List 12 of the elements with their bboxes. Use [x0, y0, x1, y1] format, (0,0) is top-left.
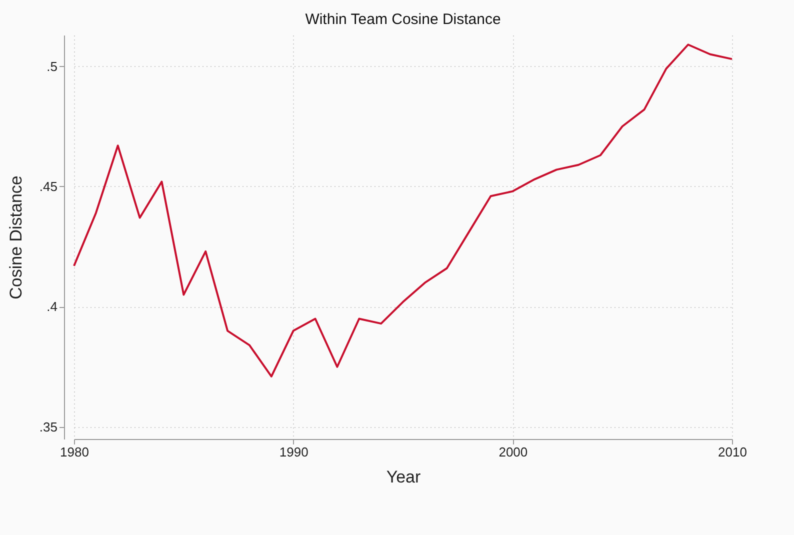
y-tick-label: .4 — [46, 299, 58, 314]
x-axis-title: Year — [386, 468, 422, 486]
y-tick-label: .45 — [39, 179, 58, 194]
x-tick-label: 1990 — [279, 444, 308, 460]
line-series — [73, 44, 733, 378]
chart-title: Within Team Cosine Distance — [305, 11, 501, 28]
y-axis-title: Cosine Distance — [6, 176, 26, 300]
x-tick-label: 1980 — [60, 444, 89, 460]
x-tick-label: 2010 — [718, 444, 747, 460]
y-tick-label: .35 — [39, 419, 58, 434]
x-tick-label: 2000 — [498, 444, 528, 460]
y-tick-label: .5 — [46, 58, 58, 74]
